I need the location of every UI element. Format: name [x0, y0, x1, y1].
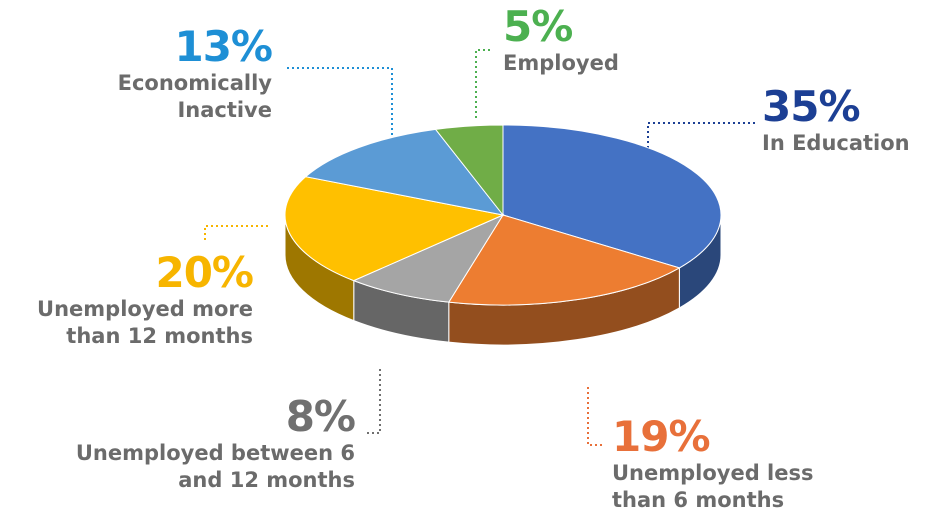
value-label: 19% [612, 412, 711, 461]
slice-label: 19% Unemployed less than 6 months [612, 414, 852, 514]
slice-label: 8% Unemployed between 6 and 12 months [55, 392, 356, 494]
leader-line [475, 49, 490, 120]
value-label: 20% [155, 248, 254, 297]
category-label: Unemployed between 6 and 12 months [75, 441, 355, 492]
value-label: 8% [285, 392, 356, 441]
slice-label: 35% In Education [762, 84, 925, 157]
slice [284, 176, 505, 282]
leader-line [367, 368, 381, 434]
leader-line [204, 225, 268, 240]
value-label: 35% [762, 82, 861, 131]
leader-line [287, 67, 393, 135]
slice [304, 128, 505, 216]
slice [352, 213, 505, 303]
slice [502, 124, 722, 269]
category-label: Unemployed less than 6 months [612, 461, 814, 512]
slice-label: 20% Unemployed more than 12 months [0, 248, 254, 350]
slice-label: 13% Economically Inactive [82, 22, 273, 124]
category-label: In Education [762, 131, 910, 155]
slice [434, 124, 504, 217]
leader-line [647, 122, 755, 148]
category-label: Unemployed more than 12 months [37, 297, 253, 348]
value-label: 5% [503, 2, 573, 51]
leader-line [587, 385, 602, 446]
category-label: Employed [503, 51, 619, 75]
slice-label: 5% Employed [503, 4, 653, 77]
category-label: Economically Inactive [117, 71, 272, 122]
value-label: 13% [174, 22, 273, 71]
slice [447, 214, 681, 306]
